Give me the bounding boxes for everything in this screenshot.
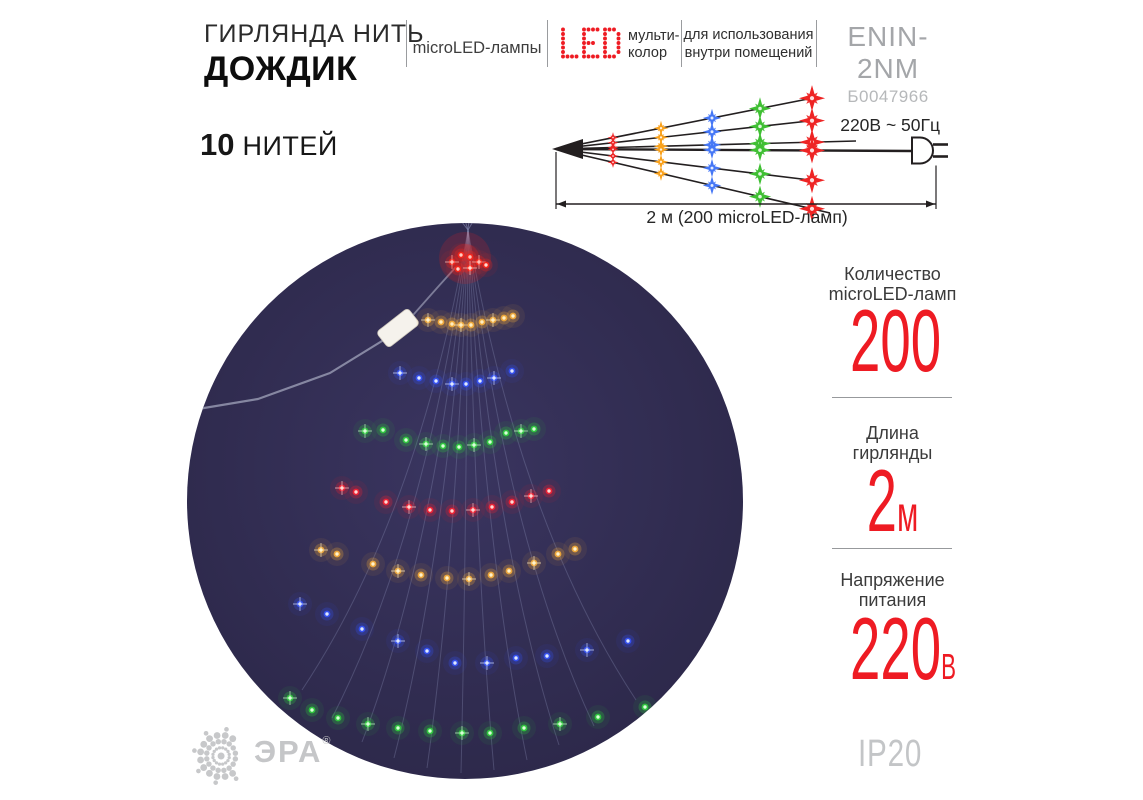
voltage-frequency-label: 220В ~ 50Гц: [840, 115, 940, 135]
header-divider: [547, 20, 548, 67]
model-block: ENIN-2NM Б0047966: [817, 21, 959, 107]
spec-divider: [832, 397, 952, 398]
era-brand-burst-icon: [192, 727, 239, 785]
led-multicolor-line2: колор: [628, 44, 668, 61]
indoor-use-label: для использования внутри помещений: [683, 27, 814, 62]
indoor-use-line2: внутри помещений: [684, 44, 813, 61]
era-brand-wordmark: ЭРА®: [254, 734, 331, 769]
registered-mark: ®: [322, 735, 331, 747]
controller-box: [377, 309, 419, 347]
length-dimension-label: 2 м (200 microLED-ламп): [646, 207, 848, 227]
header-divider: [681, 20, 682, 67]
model-number: ENIN-2NM: [847, 21, 929, 84]
spec-value-length: 2м: [866, 451, 919, 550]
led-dot-matrix-icon: [561, 27, 621, 59]
header-divider: [816, 20, 817, 67]
threads-count: 10 НИТЕЙ: [200, 127, 338, 163]
spec-value-voltage: 220В: [850, 599, 956, 698]
sku-code: Б0047966: [847, 87, 929, 106]
indoor-use-line1: для использования: [683, 27, 814, 43]
header-divider: [406, 20, 407, 67]
spec-label-voltage: Напряжение питания: [840, 570, 945, 610]
spec-label-length: Длина гирлянды: [852, 423, 933, 463]
garland-fan-diagram: [552, 85, 948, 222]
spec-label-lamp-count: Количество microLED-ламп: [828, 264, 957, 304]
spec-value-lamp-count: 200: [850, 291, 942, 390]
product-title-line2: ДОЖДИК: [204, 50, 358, 88]
product-title: ГИРЛЯНДА НИТЬ ДОЖДИК: [204, 20, 425, 89]
threads-number: 10: [200, 127, 235, 162]
lamp-type-label: microLED-лампы: [412, 39, 542, 57]
threads-label: НИТЕЙ: [242, 131, 338, 161]
led-multicolor-line1: мульти-: [628, 28, 680, 44]
ip-rating-label: IP20: [858, 733, 923, 775]
led-multicolor-label: мульти- колор: [628, 28, 680, 61]
spec-divider: [832, 548, 952, 549]
product-title-line1: ГИРЛЯНДА НИТЬ: [204, 20, 425, 48]
garland-product-photo: [187, 223, 743, 779]
